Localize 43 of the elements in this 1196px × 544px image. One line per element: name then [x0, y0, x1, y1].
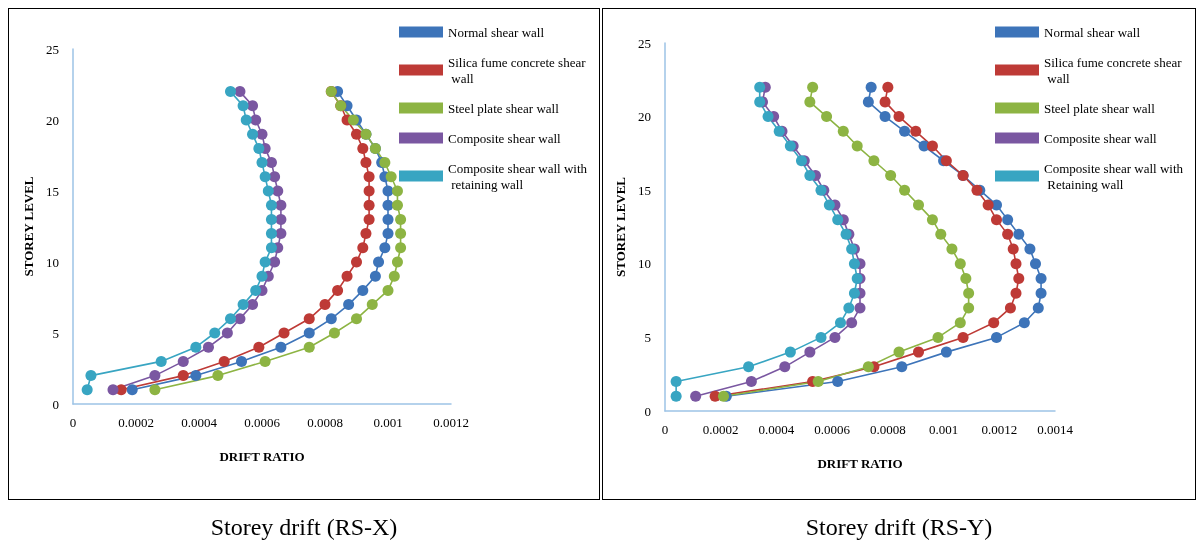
y-axis-title: STOREY LEVEL: [613, 176, 629, 278]
legend-label: Composite shear wall with Retaining wall: [1044, 160, 1184, 192]
legend-label: Normal shear wall: [448, 24, 545, 40]
y-tick-label: 10: [46, 254, 59, 270]
text: Storey drift (RS-Y): [804, 514, 994, 541]
x-tick-label: 0.0002: [702, 422, 739, 437]
y-tick-label: 5: [644, 329, 651, 345]
y-tick-label: 15: [638, 182, 651, 198]
legend-label: Composite shear wall: [1044, 130, 1158, 146]
x-tick-label: 0.0012: [433, 415, 469, 430]
x-tick-label: 0.0008: [307, 415, 343, 430]
x-tick-label: 0: [661, 422, 669, 437]
legend-label: Steel plate shear wall: [448, 100, 560, 116]
x-tick-label: 0.0004: [758, 422, 795, 437]
x-tick-label: 0: [69, 415, 77, 430]
x-tick-label: 0.0008: [869, 422, 906, 437]
legend-label: Silica fume concrete shear wall: [448, 54, 587, 86]
x-tick-label: 0.0006: [244, 415, 281, 430]
y-tick-label: 0: [644, 403, 651, 419]
y-tick-label: 0: [52, 396, 59, 412]
y-tick-label: 20: [638, 109, 651, 125]
x-tick-label: 0.0002: [118, 415, 154, 430]
legend-label: Composite shear wall with retaining wall: [448, 160, 588, 192]
legend-label: Normal shear wall: [1044, 24, 1141, 40]
y-tick-label: 5: [52, 325, 59, 341]
y-tick-label: 25: [46, 41, 59, 57]
legend-label: Composite shear wall: [448, 130, 562, 146]
y-tick-label: 25: [638, 35, 651, 51]
x-tick-label: 0.0006: [814, 422, 851, 437]
y-tick-label: 10: [638, 256, 651, 272]
legend-label: Steel plate shear wall: [1044, 100, 1156, 116]
x-tick-label: 0.001: [373, 415, 403, 430]
x-axis-title: DRIFT RATIO: [219, 449, 305, 464]
legend-label: Silica fume concrete shear wall: [1044, 54, 1183, 86]
y-axis-title: STOREY LEVEL: [21, 176, 37, 277]
x-tick-label: 0.0004: [181, 415, 218, 430]
x-tick-label: 0.001: [928, 422, 959, 437]
y-tick-label: 20: [46, 112, 59, 128]
x-tick-label: 0.0014: [1037, 422, 1074, 437]
text: Storey drift (RS-X): [209, 514, 399, 541]
x-axis-title: DRIFT RATIO: [817, 456, 903, 471]
y-tick-label: 15: [46, 183, 59, 199]
x-tick-label: 0.0012: [981, 422, 1018, 437]
